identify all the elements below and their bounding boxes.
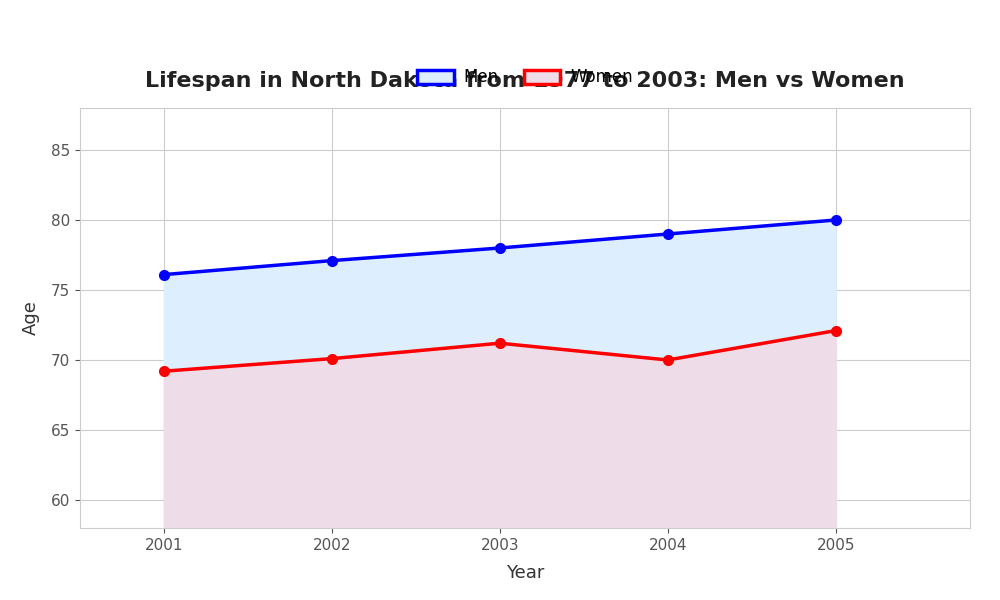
- Legend: Men, Women: Men, Women: [410, 62, 640, 93]
- X-axis label: Year: Year: [506, 564, 544, 582]
- Title: Lifespan in North Dakota from 1977 to 2003: Men vs Women: Lifespan in North Dakota from 1977 to 20…: [145, 71, 905, 91]
- Y-axis label: Age: Age: [22, 301, 40, 335]
